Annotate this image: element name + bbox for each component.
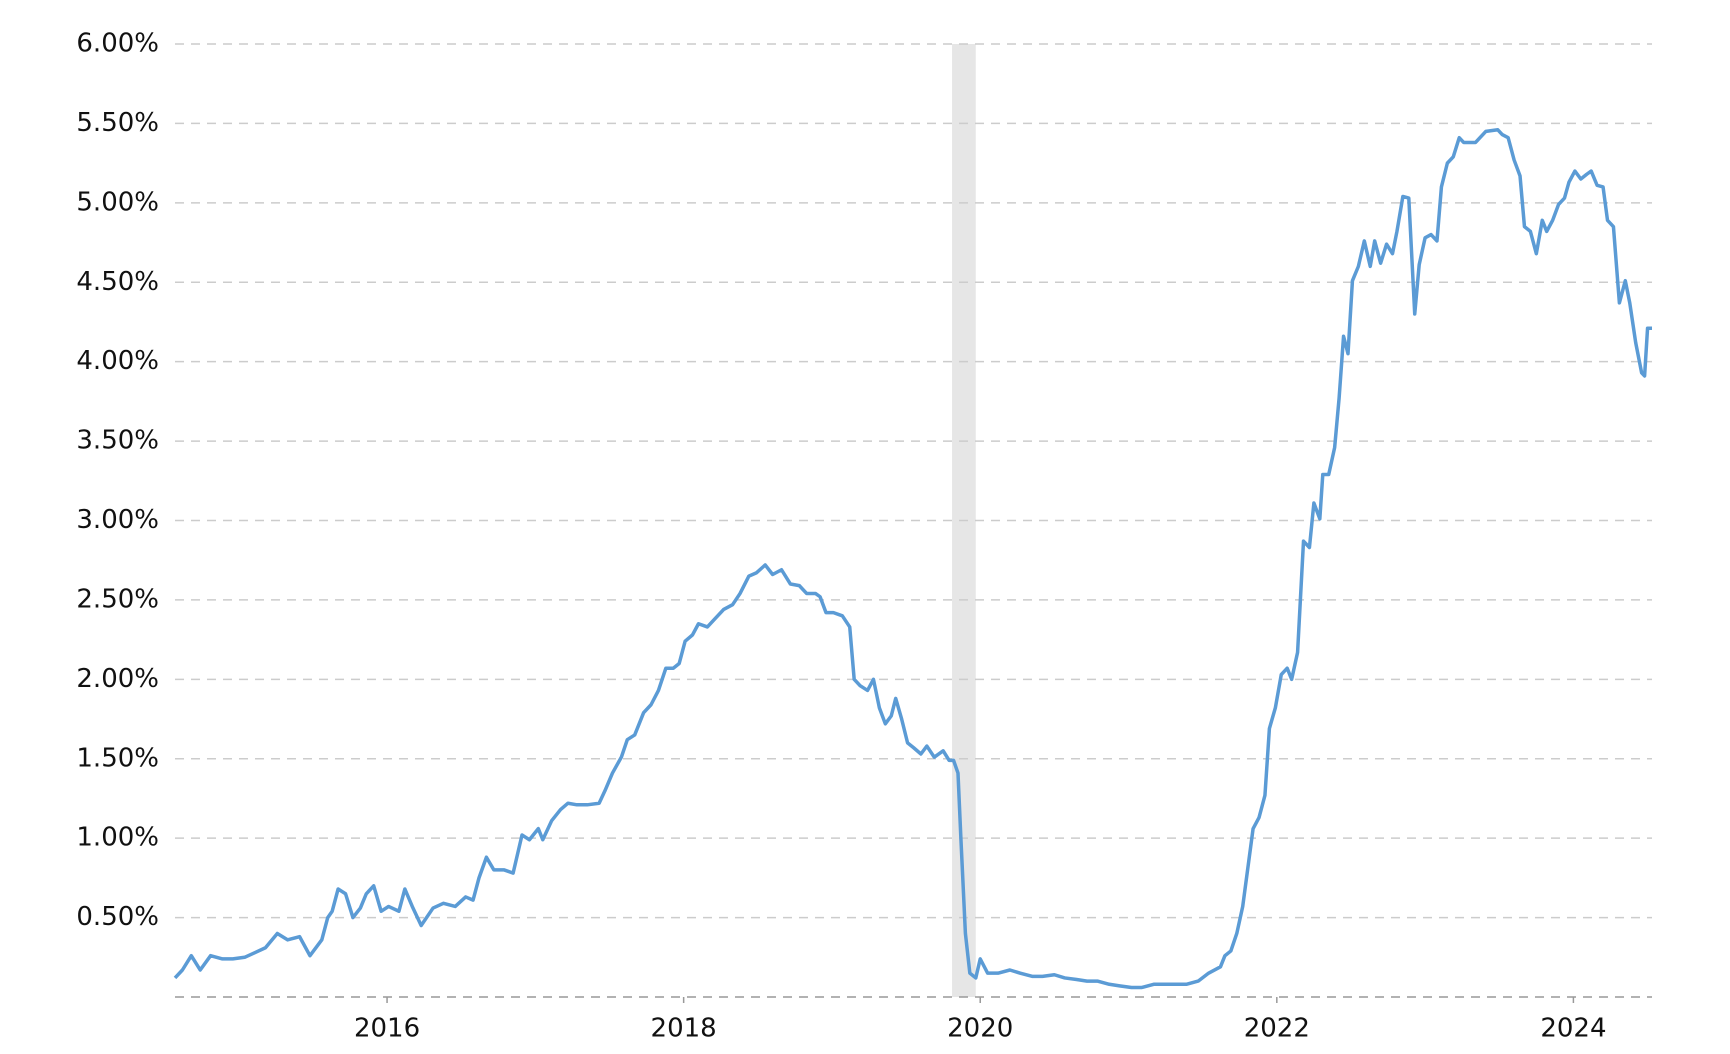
x-tick-label: 2020 bbox=[947, 1014, 1013, 1044]
y-tick-label: 1.50% bbox=[76, 743, 159, 773]
y-tick-label: 0.50% bbox=[76, 902, 159, 932]
x-tick-label: 2022 bbox=[1244, 1014, 1310, 1044]
y-tick-label: 5.00% bbox=[76, 187, 159, 217]
y-tick-label: 1.00% bbox=[76, 823, 159, 853]
y-tick-label: 4.50% bbox=[76, 267, 159, 297]
data-line bbox=[173, 128, 1652, 990]
y-tick-label: 3.50% bbox=[76, 426, 159, 456]
x-tick-label: 2024 bbox=[1540, 1014, 1606, 1044]
x-tick-label: 2018 bbox=[651, 1014, 717, 1044]
x-tick-label: 2016 bbox=[354, 1014, 420, 1044]
y-tick-label: 2.50% bbox=[76, 584, 159, 614]
y-tick-label: 4.00% bbox=[76, 346, 159, 376]
y-tick-label: 5.50% bbox=[76, 108, 159, 138]
y-tick-label: 2.00% bbox=[76, 664, 159, 694]
y-tick-label: 6.00% bbox=[76, 29, 159, 59]
y-tick-label: 3.00% bbox=[76, 505, 159, 535]
